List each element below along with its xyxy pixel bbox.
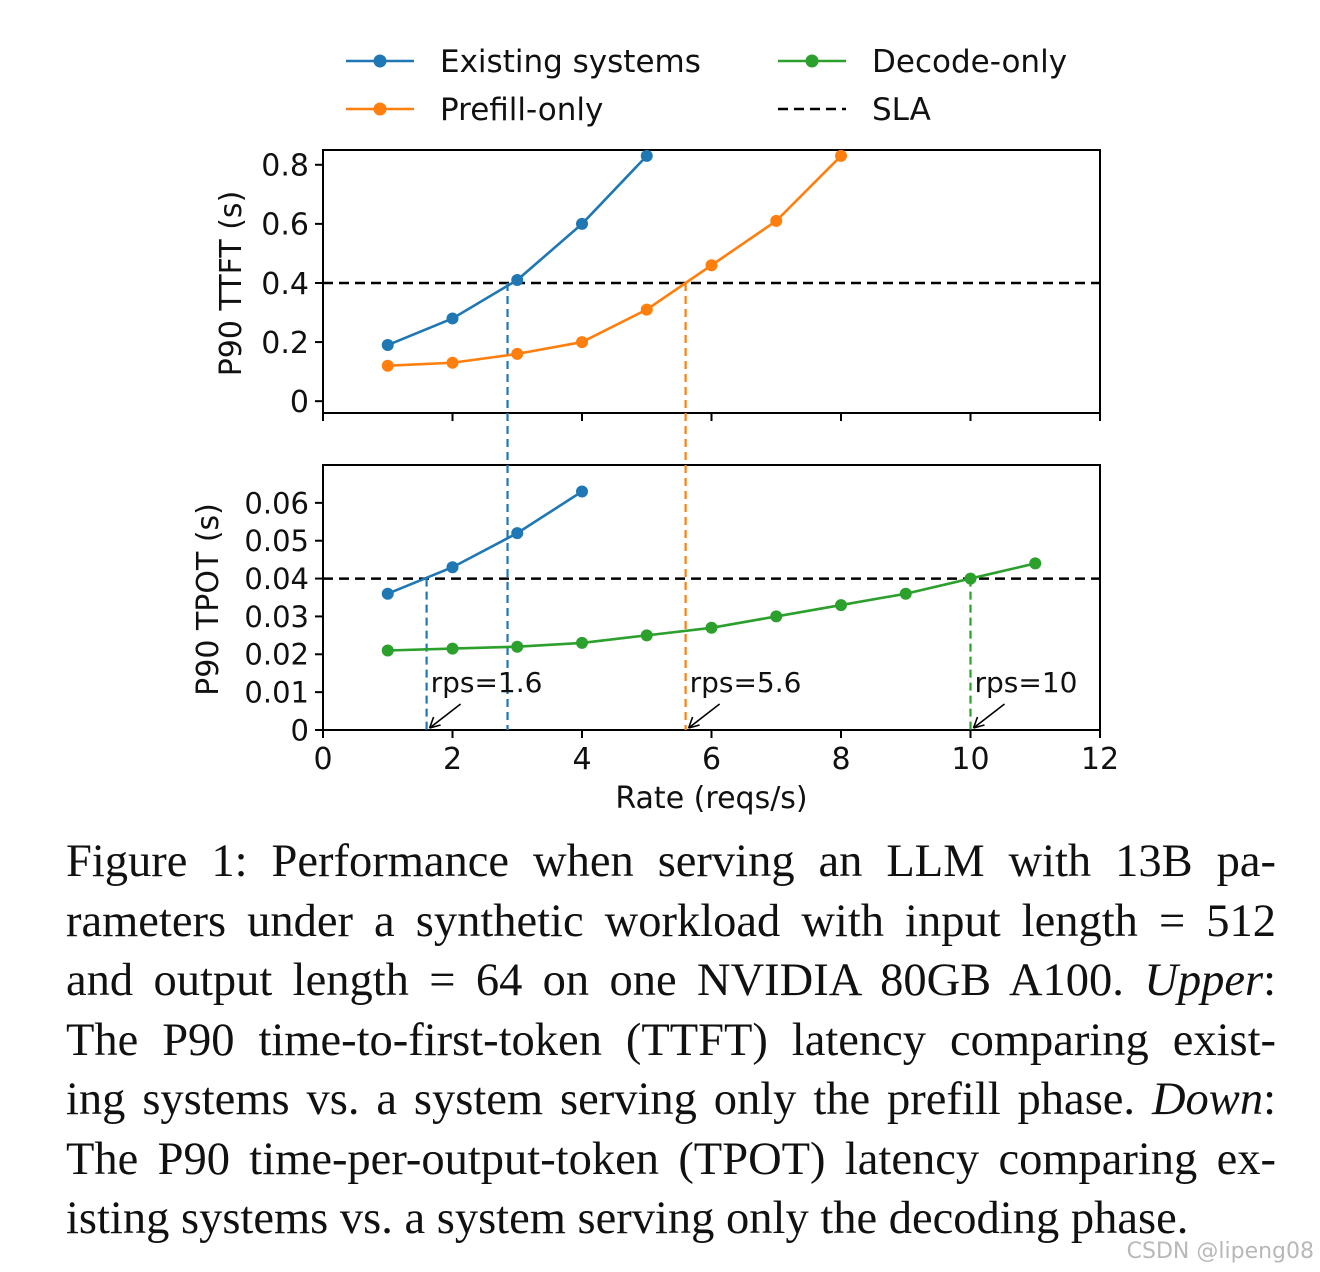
lower-xtick-label: 6 [702,742,721,777]
upper-ylabel: P90 TTFT (s) [214,191,249,377]
caption-line-3: and output length = 64 on one NVIDIA 80G… [66,955,1276,1006]
legend-label: SLA [872,92,931,128]
lower-ytick-label: 0 [291,713,309,747]
upper-data-point [640,303,653,316]
lower-data-point [835,599,847,612]
lower-series-line [387,490,583,595]
rps-arrow-shaft [688,703,721,729]
figure-caption: Figure 1: Performance when serving an LL… [66,832,1276,1249]
upper-data-point [511,274,524,287]
caption-upper-emph: Upper [1144,955,1264,1006]
lower-data-point [899,587,912,600]
upper-ytick-label: 0.4 [261,267,309,302]
upper-plot-frame [322,149,1101,414]
upper-ytick-label: 0 [290,385,309,420]
upper-ytick-label: 0.2 [261,326,309,361]
caption-line-4: The P90 time-to-first-token (TTFT) laten… [66,1014,1276,1066]
lower-ytick-label: 0.02 [244,638,309,672]
rps-annotation-label: rps=5.6 [690,666,802,699]
lower-xlabel: Rate (reqs/s) [615,781,807,816]
legend-label: Existing systems [440,44,701,80]
caption-line-1: Figure 1: Performance when serving an LL… [66,836,1276,887]
lower-data-point [446,642,459,655]
rps-arrow-shaft [429,703,462,729]
upper-data-point [705,259,718,272]
caption-line-5: ing systems vs. a system serving only th… [66,1074,1276,1125]
caption-line-7: isting systems vs. a system serving only… [66,1193,1189,1244]
upper-data-point [640,149,653,162]
lower-data-point [381,587,394,600]
lower-ytick-label: 0.01 [244,676,309,710]
legend-swatch-marker [805,54,819,68]
lower-data-point [381,644,394,657]
lower-xtick-label: 8 [831,742,850,777]
lower-xtick-label: 0 [313,742,332,777]
lower-data-point [446,561,459,574]
watermark: CSDN @lipeng08 [1126,1239,1314,1264]
lower-xtick-label: 12 [1081,742,1119,777]
lower-ytick-label: 0.06 [244,486,309,520]
upper-ytick-label: 0.6 [261,208,309,243]
lower-data-point [576,485,588,498]
lower-series-line [387,562,1036,652]
lower-ytick-label: 0.05 [244,524,309,558]
lower-xtick-label: 4 [572,742,591,777]
rps-arrow-shaft [973,703,1005,729]
upper-data-point [835,149,847,162]
performance-figure: 00.20.40.60.800.010.020.030.040.050.060 2… [191,44,1119,816]
caption-line-2: rameters under a synthetic workload with… [66,895,1276,947]
lower-data-point [640,629,653,642]
legend-swatch-marker [373,54,387,68]
upper-series-line [387,155,648,347]
lower-data-point [1029,557,1042,570]
upper-data-point [446,312,459,325]
lower-ytick-label: 0.04 [244,562,309,596]
lower-data-point [964,572,977,585]
upper-data-point [576,217,588,230]
lower-ylabel: P90 TPOT (s) [191,503,226,696]
upper-ytick-label: 0.8 [261,149,309,184]
lower-data-point [511,527,524,540]
lower-data-point [770,610,783,623]
lower-xtick-label: 10 [951,742,989,777]
upper-data-point [576,336,588,349]
caption-down-emph: Down [1151,1074,1264,1125]
rps-arrow-head [428,716,441,729]
rps-arrow-head [687,716,700,729]
legend-swatch-marker [373,102,387,116]
upper-data-point [511,347,524,360]
rps-arrow-head [972,716,985,729]
lower-ytick-label: 0.03 [244,600,309,634]
upper-data-point [446,356,459,369]
lower-xtick-label: 2 [443,742,462,777]
legend-label: Decode-only [872,44,1067,80]
upper-data-point [381,359,394,372]
upper-series-line [387,154,842,368]
lower-data-point [705,621,718,634]
caption-line-6: The P90 time-per-output-token (TPOT) lat… [66,1133,1276,1185]
rps-annotation-label: rps=10 [975,666,1078,699]
legend-label: Prefill-only [440,92,603,128]
upper-data-point [381,339,394,352]
lower-data-point [576,636,588,649]
upper-data-point [770,214,783,227]
rps-annotation-label: rps=1.6 [431,666,543,699]
lower-data-point [511,640,524,653]
